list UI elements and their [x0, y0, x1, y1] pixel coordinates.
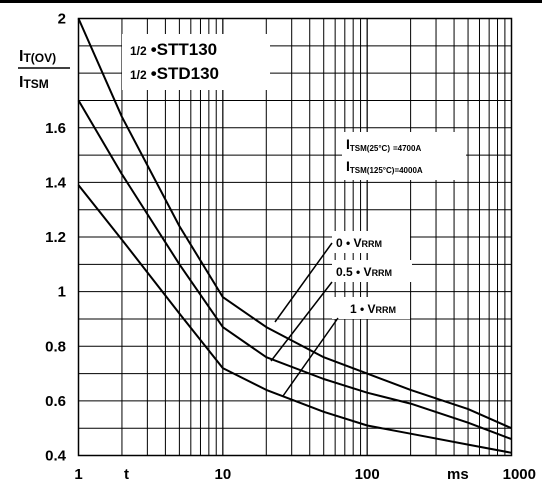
series-label-0: 0 • VRRM	[336, 236, 382, 250]
y-tick-label: 0.4	[45, 448, 67, 465]
x-tick-label: 1000	[503, 466, 536, 483]
series-labels: 0 • VRRM 0.5 • VRRM 1 • VRRM	[332, 231, 412, 319]
y-tick-label: 2	[58, 11, 66, 28]
part-number-box: 1/2 •STT130 1/2 •STD130	[122, 34, 270, 90]
series-line-1	[77, 99, 512, 441]
title-line-2: 1/2 •STD130	[130, 64, 219, 83]
plot-frame	[77, 17, 513, 457]
series-line-2	[77, 184, 512, 454]
leader-1	[270, 281, 333, 362]
y-tick-label: 1.2	[45, 229, 66, 246]
curves	[77, 18, 512, 454]
tick-labels: 2 1.6 1.4 1.2 1 0.8 0.6 0.4 1 10 100 1000	[45, 11, 536, 484]
title-line-1: 1/2 •STT130	[130, 40, 217, 59]
ratings-box: ITSM(25°C) =4700A ITSM(125°C)=4000A	[342, 132, 466, 180]
y-tick-label: 1.6	[45, 120, 66, 137]
y-axis-label: IT(OV) ITSM	[16, 38, 72, 94]
x-tick-label: 10	[214, 466, 231, 483]
series-line-0	[77, 18, 512, 430]
label-leaders	[270, 242, 339, 397]
x-axis-symbol: t	[124, 466, 129, 483]
y-tick-label: 1	[58, 284, 66, 301]
y-label-denominator: ITSM	[19, 74, 49, 91]
y-label-numerator: IT(OV)	[19, 48, 56, 65]
y-tick-label: 0.8	[45, 338, 66, 355]
y-tick-label: 1.4	[45, 174, 67, 191]
x-axis-unit: ms	[447, 466, 469, 483]
grid	[78, 18, 512, 456]
rating-25c: ITSM(25°C) =4700A	[346, 136, 421, 153]
leader-2	[282, 317, 339, 397]
x-tick-label: 1	[74, 466, 82, 483]
x-tick-label: 100	[355, 466, 380, 483]
leader-0	[274, 242, 333, 323]
y-tick-label: 0.6	[45, 393, 66, 410]
series-label-2: 1 • VRRM	[350, 302, 396, 316]
rating-125c: ITSM(125°C)=4000A	[346, 158, 423, 175]
series-label-1: 0.5 • VRRM	[336, 265, 392, 279]
